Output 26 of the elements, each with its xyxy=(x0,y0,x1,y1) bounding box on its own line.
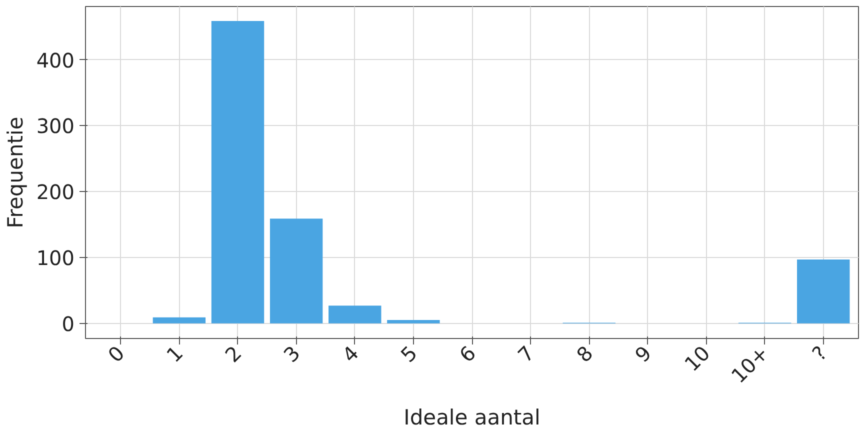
x-tick-label: 7 xyxy=(513,341,540,367)
x-tick-label: 10 xyxy=(680,341,715,376)
x-tick-label: 2 xyxy=(220,341,246,367)
bar xyxy=(797,259,850,324)
x-tick-label: 6 xyxy=(454,341,480,367)
x-tick-label: 10+ xyxy=(726,341,774,388)
y-tick-label: 300 xyxy=(36,114,75,138)
x-tick-label: 0 xyxy=(103,341,130,367)
bar xyxy=(328,306,382,324)
y-axis-title: Frequentie xyxy=(3,116,28,228)
bar xyxy=(270,218,323,324)
y-tick-label: 400 xyxy=(36,48,75,72)
x-tick-label: 9 xyxy=(630,341,656,367)
bar xyxy=(387,320,440,324)
x-tick-label: 5 xyxy=(396,341,422,367)
bar xyxy=(211,20,264,324)
x-tick-label: 3 xyxy=(278,341,305,367)
x-tick-label: 1 xyxy=(162,341,188,367)
y-tick-label: 0 xyxy=(62,312,75,336)
bar xyxy=(152,317,206,324)
y-tick-label: 100 xyxy=(36,246,75,270)
x-axis-title: Ideale aantal xyxy=(404,405,540,430)
x-tick-label: 8 xyxy=(572,341,598,367)
x-tick-label: 4 xyxy=(337,341,364,367)
x-tick-label: ? xyxy=(807,341,832,366)
y-tick-label: 200 xyxy=(36,180,75,204)
